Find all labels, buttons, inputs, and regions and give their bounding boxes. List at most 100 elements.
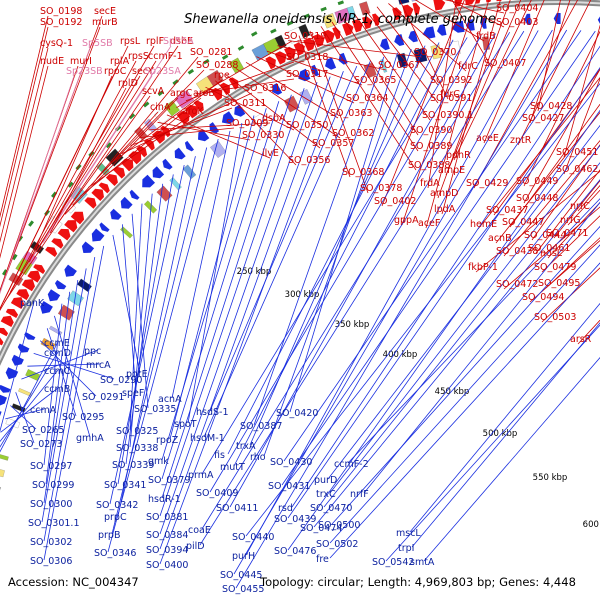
- forward-leader-line: [4, 45, 179, 303]
- forward-gene-label: murB: [92, 17, 118, 28]
- forward-leader-line: [72, 111, 159, 206]
- reverse-gene-label: SO_0387: [240, 421, 282, 432]
- forward-leader-line: [309, 30, 369, 194]
- forward-leader-line: [541, 267, 600, 323]
- forward-gene-label: SO_0363: [330, 108, 372, 119]
- reverse-gene-label: rpoZ: [156, 435, 179, 446]
- forward-gene-label: nrfG: [560, 215, 581, 226]
- forward-gene-label: SO_0472: [496, 279, 538, 290]
- reverse-gene-arrow: [272, 83, 283, 95]
- forward-leader-line: [0, 45, 155, 311]
- reverse-gene-label: ccmB: [44, 384, 70, 395]
- forward-gene-arrow: [98, 182, 110, 194]
- reverse-leader-line: [187, 123, 243, 424]
- forward-gene-arrow: [21, 279, 35, 292]
- forward-gene-label: SO_0319: [284, 31, 326, 42]
- forward-gene-label: rplA: [110, 56, 130, 67]
- reverse-gene-arrow: [120, 196, 133, 209]
- forward-gene-label: SO_0365: [354, 75, 396, 86]
- reverse-leader-line: [129, 203, 143, 431]
- forward-gene-label: rpsL: [120, 36, 141, 47]
- reverse-gene-arrow: [524, 13, 531, 25]
- reverse-gene-label: potE: [126, 369, 148, 380]
- forward-gene-arrow: [45, 246, 58, 257]
- genome-backbone: [0, 0, 600, 366]
- forward-gene-label: aceF: [418, 218, 440, 229]
- forward-gene-label: SO_0437: [486, 205, 528, 216]
- feature-block: [30, 241, 45, 254]
- scale-tick-label: 400 kbp: [383, 350, 418, 360]
- reverse-gene-label: rho: [250, 452, 266, 463]
- reverse-leader-line: [159, 76, 331, 550]
- reverse-leader-line: [287, 109, 600, 551]
- reverse-leader-line: [363, 201, 600, 494]
- reverse-leader-line: [253, 56, 385, 426]
- reverse-gene-label: SO_0339: [112, 460, 154, 471]
- forward-leader-line: [342, 17, 419, 136]
- reverse-leader-line: [33, 353, 115, 380]
- forward-gene-label: SO_0367: [378, 60, 420, 71]
- feature-block: [144, 118, 157, 133]
- forward-leader-line: [541, 215, 600, 273]
- reverse-leader-line: [385, 324, 600, 562]
- gc-skew-tick: [105, 142, 112, 149]
- reverse-gene-label: SO_0470: [310, 503, 352, 514]
- forward-leader-line: [80, 97, 202, 197]
- reverse-leader-line: [54, 315, 91, 438]
- forward-gene-label: secE: [94, 6, 116, 17]
- forward-gene-label: SO_0356: [288, 155, 330, 166]
- reverse-leader-line: [347, 198, 600, 464]
- gc-skew-tick: [28, 220, 34, 227]
- reverse-gene-arrow: [380, 38, 390, 51]
- reverse-gene-label: rsd: [278, 503, 293, 514]
- forward-gene-label: SO_0479: [534, 262, 576, 273]
- forward-gene-label: SO_0391: [430, 93, 472, 104]
- forward-leader-line: [225, 74, 321, 149]
- inner-feature-block: [18, 388, 32, 397]
- forward-gene-label: lpdA: [434, 204, 456, 215]
- reverse-gene-arrow: [91, 228, 105, 242]
- reverse-gene-label: SO_0502: [316, 539, 358, 550]
- reverse-gene-label: trxA: [236, 441, 256, 452]
- reverse-gene-label: hsdM-1: [190, 433, 225, 444]
- gc-skew-tick: [270, 28, 277, 34]
- forward-gene-label: rpe: [214, 70, 230, 81]
- forward-gene-label: SO_0309: [226, 118, 268, 129]
- reverse-leader-line: [0, 369, 59, 442]
- forward-leader-line: [453, 0, 532, 161]
- forward-leader-line: [96, 56, 199, 179]
- forward-gene-label: SO_0390.1: [422, 110, 474, 121]
- reverse-gene-label: SO_0342: [96, 500, 138, 511]
- backbone-highlight: [0, 1, 600, 362]
- reverse-gene-label: SO_0265: [22, 425, 64, 436]
- reverse-gene-label: ccmA: [30, 405, 57, 416]
- reverse-leader-line: [423, 357, 600, 562]
- reverse-gene-label: SO_0273: [20, 439, 62, 450]
- reverse-leader-line: [323, 162, 600, 508]
- forward-gene-label: SO_0494: [522, 292, 564, 303]
- reverse-leader-line: [107, 138, 219, 553]
- gc-skew-tick: [221, 54, 229, 60]
- gc-skew-tick: [11, 253, 18, 261]
- reverse-gene-label: trpI: [398, 543, 414, 554]
- reverse-leader-line: [263, 48, 412, 457]
- forward-gene-arrow: [332, 27, 341, 40]
- scale-tick-label: 550 kbp: [533, 473, 568, 483]
- reverse-gene-arrow: [198, 129, 210, 142]
- reverse-gene-label: SO_0338: [116, 443, 158, 454]
- inner-feature-block: [144, 200, 158, 214]
- forward-leader-line: [553, 180, 600, 239]
- forward-gene-arrow: [51, 238, 64, 249]
- forward-gene-label: SO_0495: [538, 278, 580, 289]
- reverse-gene-label: hsdR-1: [148, 494, 181, 505]
- reverse-gene-label: SO_0411: [216, 503, 258, 514]
- forward-gene-arrow: [0, 327, 9, 337]
- reverse-gene-label: prpC: [104, 512, 127, 523]
- reverse-gene-label: SO_0341: [104, 480, 146, 491]
- reverse-gene-arrow: [209, 122, 220, 134]
- feature-block: [298, 23, 311, 39]
- reverse-gene-label: SO_0335: [134, 404, 176, 415]
- forward-gene-arrow: [64, 220, 78, 233]
- gc-skew-tick: [67, 181, 74, 188]
- forward-gene-arrow: [57, 228, 71, 241]
